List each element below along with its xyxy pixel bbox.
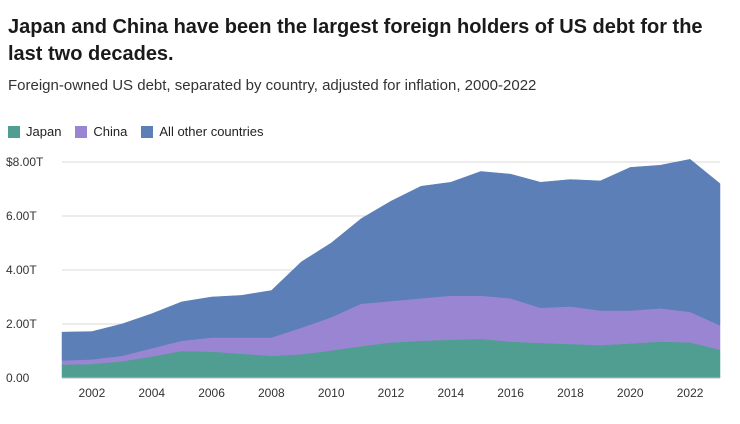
y-tick-label: $8.00T [6,155,44,169]
legend-swatch-other [141,125,154,138]
area-other-countries [61,159,721,361]
y-tick-label: 0.00 [6,371,30,385]
x-tick-label: 2018 [557,386,584,400]
y-tick-label: 2.00T [6,317,37,331]
y-tick-label: 6.00T [6,209,37,223]
x-tick-label: 2004 [138,386,165,400]
x-tick-label: 2016 [497,386,524,400]
legend-label-other: All other countries [159,124,264,139]
y-tick-label: 4.00T [6,263,37,277]
x-tick-label: 2006 [198,386,225,400]
x-tick-label: 2014 [437,386,464,400]
chart-title: Japan and China have been the largest fo… [8,16,703,65]
legend-swatch-china [75,125,88,138]
legend-swatch-japan [8,125,20,138]
x-tick-label: 2008 [258,386,285,400]
x-tick-label: 2022 [677,386,704,400]
legend-item-china[interactable]: China [75,124,127,139]
x-tick-label: 2012 [378,386,405,400]
legend: Japan China All other countries [8,124,277,139]
x-tick-label: 2020 [617,386,644,400]
legend-item-other[interactable]: All other countries [141,124,263,139]
chart-subtitle: Foreign-owned US debt, separated by coun… [8,77,537,94]
legend-item-japan[interactable]: Japan [8,124,61,139]
legend-label-china: China [93,124,128,139]
x-tick-label: 2010 [318,386,345,400]
x-tick-label: 2002 [79,386,106,400]
legend-label-japan: Japan [26,124,62,139]
